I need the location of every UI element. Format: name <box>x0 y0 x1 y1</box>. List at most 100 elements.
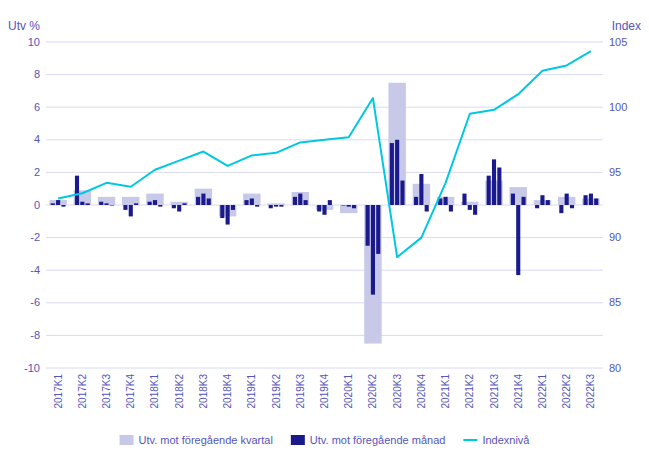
monthly-bar <box>104 203 108 205</box>
y2-tick-label: 90 <box>609 231 621 243</box>
monthly-bar <box>56 200 60 205</box>
monthly-bar <box>123 205 127 210</box>
monthly-bar <box>376 205 380 254</box>
y-tick-label: 4 <box>34 133 40 145</box>
x-tick-label: 2020K2 <box>367 374 378 409</box>
monthly-bar <box>559 205 563 213</box>
x-tick-label: 2021K4 <box>513 374 524 409</box>
x-tick-label: 2017K4 <box>125 374 136 409</box>
monthly-bar <box>570 205 574 208</box>
monthly-bar <box>80 202 84 205</box>
monthly-bar <box>497 168 501 205</box>
monthly-bar <box>366 205 370 246</box>
y2-tick-label: 85 <box>609 296 621 308</box>
y-tick-label: 6 <box>34 101 40 113</box>
quarterly-bar <box>146 194 163 205</box>
y-tick-label: 10 <box>28 36 40 48</box>
monthly-bar <box>487 176 491 205</box>
monthly-bar <box>61 205 65 207</box>
monthly-bar <box>304 200 308 205</box>
x-tick-label: 2017K2 <box>77 374 88 409</box>
monthly-bar <box>177 205 181 212</box>
monthly-bar <box>419 174 423 205</box>
y-tick-label: -10 <box>24 362 40 374</box>
x-tick-label: 2020K1 <box>343 374 354 409</box>
y2-tick-label: 105 <box>609 36 627 48</box>
quarterly-bar <box>195 189 212 205</box>
monthly-bar <box>546 200 550 205</box>
monthly-bar <box>269 205 273 208</box>
monthly-bar <box>153 200 157 205</box>
monthly-bar <box>158 205 162 207</box>
quarterly-bar <box>243 194 260 205</box>
monthly-bar <box>371 205 375 295</box>
legend-label: Utv. mot föregående kvartal <box>139 434 273 446</box>
grid-line <box>46 335 603 336</box>
grid <box>46 42 603 368</box>
grid-line <box>46 368 603 369</box>
x-tick-label: 2019K2 <box>271 374 282 409</box>
y-tick-label: -2 <box>30 231 40 243</box>
x-tick-label: 2019K3 <box>295 374 306 409</box>
monthly-bar <box>540 195 544 205</box>
legend: Utv. mot föregående kvartal Utv. mot före… <box>120 434 531 446</box>
monthly-bar <box>317 205 321 212</box>
monthly-bar <box>226 205 230 225</box>
monthly-bar <box>414 197 418 205</box>
monthly-bar <box>298 194 302 205</box>
x-tick-label: 2017K3 <box>101 374 112 409</box>
monthly-bar <box>444 197 448 205</box>
x-tick-label: 2022K3 <box>585 374 596 409</box>
legend-swatch <box>463 439 477 441</box>
legend-item: Utv. mot föregående månad <box>291 434 446 446</box>
legend-item: Utv. mot föregående kvartal <box>120 434 273 446</box>
quarterly-bar <box>49 200 66 205</box>
monthly-bar <box>279 205 283 207</box>
y-tick-label: 8 <box>34 68 40 80</box>
x-tick-label: 2017K1 <box>53 374 64 409</box>
monthly-bar <box>172 205 176 208</box>
x-tick-label: 2022K1 <box>537 374 548 409</box>
monthly-bar <box>86 203 90 205</box>
legend-label: Indexnivå <box>482 434 530 446</box>
x-tick-label: 2018K1 <box>149 374 160 409</box>
grid-line <box>46 107 603 108</box>
legend-swatch <box>291 435 305 445</box>
monthly-bar <box>201 194 205 205</box>
monthly-bar <box>244 200 248 205</box>
monthly-bar <box>390 143 394 205</box>
y2-tick-label: 100 <box>609 101 627 113</box>
monthly-bar <box>589 194 593 205</box>
monthly-bar <box>328 200 332 205</box>
monthly-bar <box>293 197 297 205</box>
grid-line <box>46 302 603 303</box>
monthly-bar <box>51 203 55 205</box>
monthly-bar <box>462 194 466 205</box>
monthly-bar <box>274 205 278 207</box>
monthly-bar <box>110 205 114 207</box>
quarterly-bar <box>267 203 284 205</box>
quarterly-bar <box>292 192 309 205</box>
y-tick-label: -4 <box>30 264 40 276</box>
monthly-bar <box>129 205 133 216</box>
x-tick-label: 2020K3 <box>392 374 403 409</box>
grid-line <box>46 42 603 43</box>
x-tick-label: 2018K4 <box>222 374 233 409</box>
monthly-bar <box>468 205 472 210</box>
quarterly-bar <box>510 187 527 205</box>
monthly-bar <box>75 176 79 205</box>
monthly-bar <box>250 198 254 205</box>
quarterly-bar <box>364 205 381 344</box>
quarterly-bar <box>98 197 115 205</box>
x-tick-label: 2022K2 <box>561 374 572 409</box>
x-tick-label: 2018K2 <box>174 374 185 409</box>
monthly-bar <box>584 195 588 205</box>
monthly-bar <box>207 198 211 205</box>
y-axis-title: Utv % <box>8 19 40 33</box>
monthly-bar <box>565 194 569 205</box>
legend-swatch <box>120 435 134 445</box>
monthly-bar <box>148 202 152 205</box>
y-tick-label: -6 <box>30 296 40 308</box>
monthly-bar <box>341 205 345 207</box>
legend-item: Indexnivå <box>463 434 530 446</box>
